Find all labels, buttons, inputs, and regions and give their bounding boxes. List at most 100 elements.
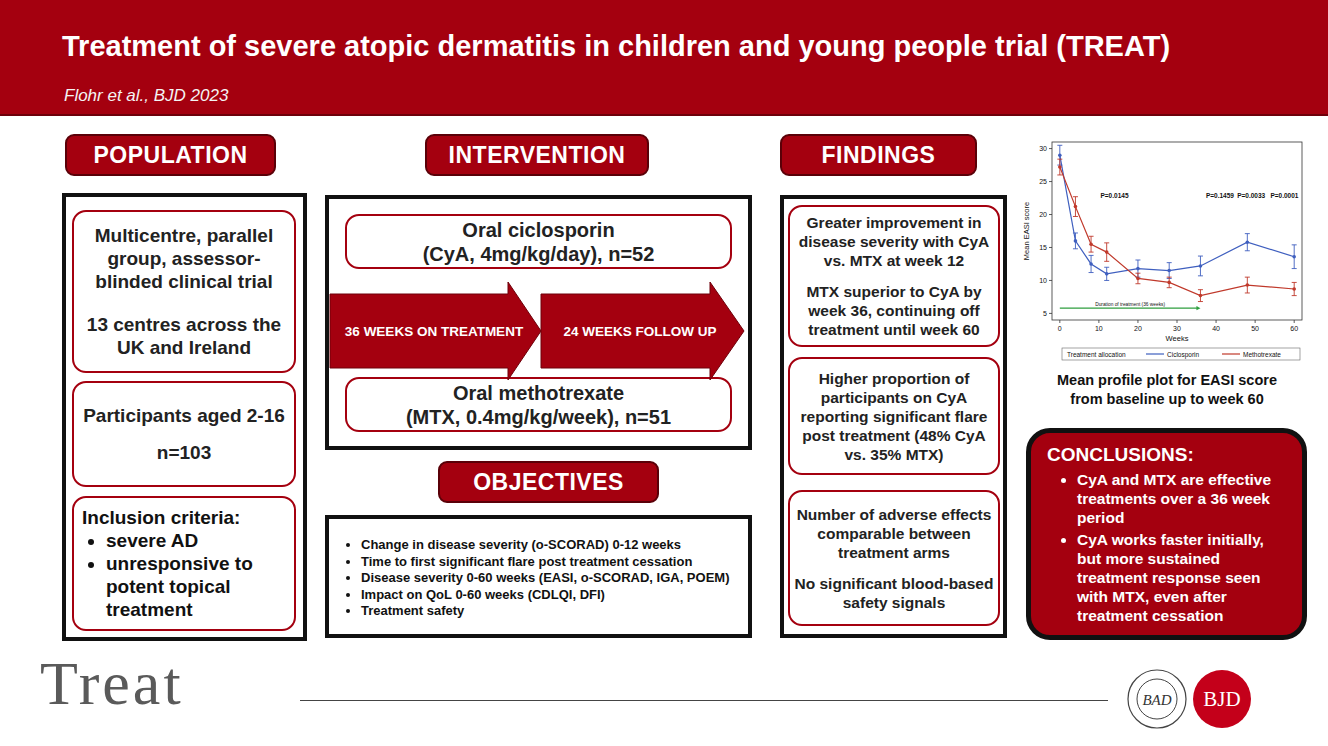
conclusions-title: CONCLUSIONS: — [1047, 443, 1290, 467]
journal-circle — [1193, 670, 1251, 728]
error-cap — [1198, 289, 1203, 290]
error-cap — [1292, 282, 1297, 283]
y-tick — [1049, 181, 1052, 182]
p-value: P=0.0033 — [1237, 192, 1265, 199]
objectives-list: Change in disease severity (o-SCORAD) 0-… — [341, 537, 740, 620]
error-cap — [1104, 280, 1109, 281]
list-item: Disease severity 0-60 weeks (EASI, o-SCO… — [361, 570, 740, 587]
heading-text: POPULATION — [93, 142, 247, 169]
list-item: Change in disease severity (o-SCORAD) 0-… — [361, 537, 740, 554]
title: Treatment of severe atopic dermatitis in… — [62, 30, 1170, 63]
inclusion-title: Inclusion criteria: — [82, 506, 288, 529]
header: Treatment of severe atopic dermatitis in… — [0, 0, 1328, 116]
point — [1246, 283, 1250, 287]
error-cap — [1198, 275, 1203, 276]
arm-box: Oral ciclosporin(CyA, 4mg/kg/day), n=52 — [345, 214, 732, 269]
seal-text: BAD — [1142, 692, 1171, 708]
x-tick-label: 50 — [1251, 325, 1259, 332]
error-cap — [1167, 277, 1172, 278]
heading-text: FINDINGS — [822, 142, 936, 169]
error-bar — [1292, 282, 1297, 295]
y-tick — [1049, 214, 1052, 215]
journal-text: BJD — [1203, 687, 1240, 711]
finding-box: Number of adverse effects comparable bet… — [788, 490, 1000, 626]
x-tick — [1294, 320, 1295, 323]
conclusions-box: CONCLUSIONS: CyA and MTX are effective tr… — [1026, 428, 1307, 640]
objectives-frame: Change in disease severity (o-SCORAD) 0-… — [325, 515, 752, 638]
error-bar — [1245, 277, 1250, 293]
point — [1089, 262, 1093, 266]
list-item: Time to first significant flare post tre… — [361, 554, 740, 571]
x-axis-label: Weeks — [1166, 334, 1189, 343]
finding-box: Higher proportion of participants on CyA… — [788, 357, 1000, 475]
error-bar — [1135, 273, 1140, 284]
finding-box: Greater improvement in disease severity … — [788, 205, 1000, 347]
p-value: P=0.0001 — [1270, 192, 1298, 199]
point — [1136, 277, 1140, 281]
error-bar — [1089, 236, 1094, 252]
error-cap — [1135, 260, 1140, 261]
logo: Treat — [40, 648, 184, 719]
error-bar — [1089, 255, 1094, 272]
error-cap — [1167, 287, 1172, 288]
error-cap — [1057, 145, 1062, 146]
legend-label: Ciclosporin — [1167, 351, 1200, 359]
error-cap — [1089, 272, 1094, 273]
x-tick-label: 0 — [1058, 325, 1062, 332]
caption-box: Mean profile plot for EASI score from ba… — [1022, 371, 1312, 409]
error-cap — [1292, 244, 1297, 245]
legend-swatch — [1222, 353, 1240, 354]
error-cap — [1135, 273, 1140, 274]
x-tick-label: 40 — [1212, 325, 1220, 332]
error-cap — [1245, 277, 1250, 278]
seal-outer — [1128, 670, 1186, 728]
inclusion-box: Inclusion criteria:severe ADunresponsive… — [72, 496, 296, 631]
error-cap — [1104, 242, 1109, 243]
heading-text: INTERVENTION — [449, 142, 626, 169]
error-cap — [1089, 255, 1094, 256]
point — [1167, 281, 1171, 285]
x-tick — [1137, 320, 1138, 323]
y-tick — [1049, 148, 1052, 149]
error-cap — [1245, 233, 1250, 234]
phase-arrows: 36 WEEKS ON TREATMENT24 WEEKS FOLLOW UP — [328, 281, 748, 381]
conclusions-list: CyA and MTX are effective treatments ove… — [1055, 470, 1290, 625]
error-cap — [1104, 261, 1109, 262]
x-tick — [1098, 320, 1099, 323]
arrow — [541, 282, 744, 380]
arm-drug: Oral methotrexate — [453, 381, 624, 405]
arm-dose: (MTX, 0.4mg/kg/week), n=51 — [406, 405, 671, 429]
series-line — [1060, 155, 1294, 274]
duration-line — [1060, 307, 1198, 308]
error-cap — [1245, 250, 1250, 251]
list-item: severe AD — [106, 529, 288, 552]
y-tick-label: 15 — [1039, 244, 1047, 251]
page: Treatment of severe atopic dermatitis in… — [0, 0, 1328, 746]
section-heading: FINDINGS — [780, 134, 977, 176]
point — [1199, 294, 1203, 298]
error-cap — [1292, 295, 1297, 296]
y-tick — [1049, 280, 1052, 281]
error-bar — [1057, 159, 1062, 175]
arm-box: Oral methotrexate(MTX, 0.4mg/kg/week), n… — [345, 377, 732, 432]
x-tick — [1059, 320, 1060, 323]
error-cap — [1057, 159, 1062, 160]
point — [1136, 267, 1140, 271]
point — [1292, 255, 1296, 259]
finding-text: Number of adverse effects comparable bet… — [793, 505, 995, 562]
phase-label: 24 WEEKS FOLLOW UP — [563, 324, 716, 339]
list-item: Treatment safety — [361, 603, 740, 620]
subtitle: Flohr et al., BJD 2023 — [64, 86, 228, 106]
y-tick — [1049, 313, 1052, 314]
error-cap — [1198, 301, 1203, 302]
error-cap — [1073, 196, 1078, 197]
x-tick-label: 20 — [1134, 325, 1142, 332]
finding-text: Greater improvement in disease severity … — [793, 213, 995, 270]
plot-frame — [1052, 142, 1302, 320]
section-heading: OBJECTIVES — [438, 461, 659, 503]
error-bar — [1104, 243, 1109, 261]
point — [1292, 287, 1296, 291]
p-value: P=0.0145 — [1100, 192, 1128, 199]
p-value: P=0.1459 — [1206, 192, 1234, 199]
error-cap — [1292, 268, 1297, 269]
